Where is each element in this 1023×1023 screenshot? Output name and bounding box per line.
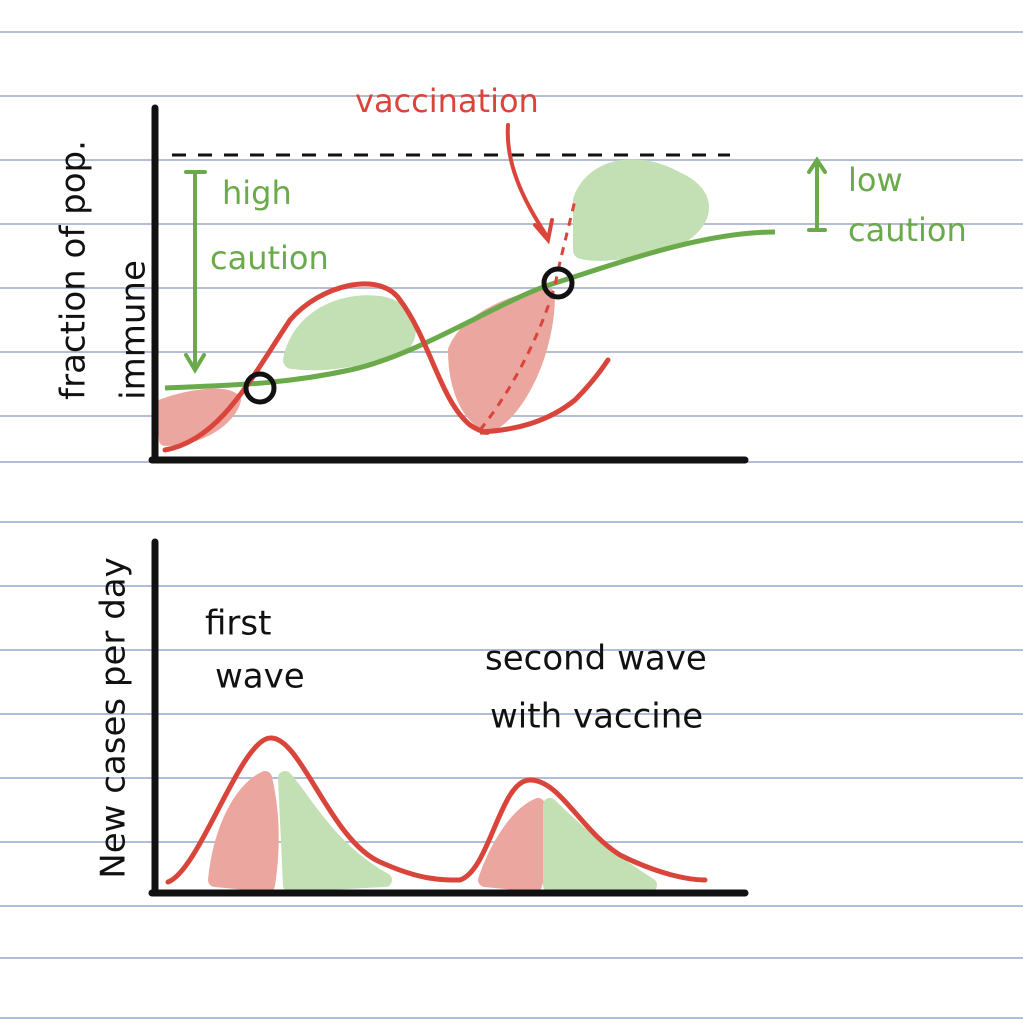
vaccination-jump	[478, 199, 577, 431]
y-label: fraction of pop.	[54, 140, 94, 400]
vaccination-arrow	[505, 123, 554, 245]
wave-label: with vaccine	[490, 697, 703, 737]
low-caution: low	[848, 161, 903, 199]
wave-label: second wave	[485, 639, 707, 679]
caution-brackets	[184, 156, 827, 374]
fills-top	[156, 159, 709, 446]
high-caution: caution	[210, 239, 329, 277]
immunity-curve	[164, 229, 776, 391]
axes-bottom	[148, 538, 749, 897]
wave-label: wave	[215, 657, 305, 697]
high-caution: high	[222, 174, 292, 212]
annotation: vaccination	[355, 82, 539, 120]
crossing-marker	[243, 371, 277, 405]
axes-top	[148, 104, 749, 464]
crossing-marker	[541, 266, 575, 300]
cases-curve-bottom	[165, 735, 708, 885]
low-caution: caution	[848, 211, 967, 249]
y-label: New cases per day	[94, 557, 134, 878]
wave-label: first	[205, 604, 271, 644]
cases-curve-top	[162, 281, 611, 453]
fills-bottom	[208, 771, 657, 892]
y-label: immune	[114, 260, 154, 400]
